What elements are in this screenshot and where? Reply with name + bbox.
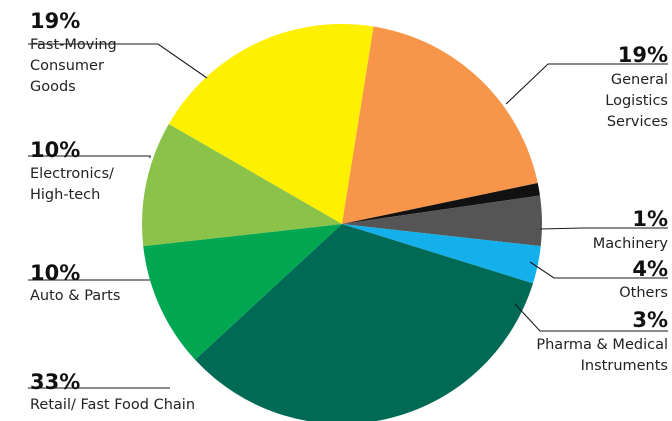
pct-label-auto: 10% — [30, 261, 80, 285]
category-label-auto-line-1: Auto & Parts — [30, 288, 120, 304]
pie-slice-retail — [195, 224, 533, 421]
category-label-others-line-1: Others — [619, 285, 668, 301]
category-label-pharma-line-2: Instruments — [581, 358, 668, 374]
leader-line-electronics — [28, 155, 151, 158]
pct-label-fmcg: 19% — [30, 9, 80, 33]
pct-label-others: 4% — [632, 257, 668, 281]
pie-slice-auto — [143, 224, 342, 360]
category-label-electronics-line-2: High-tech — [30, 187, 100, 203]
leader-line-others — [529, 261, 668, 279]
pie-slice-pharma — [342, 224, 541, 284]
pct-label-logistics: 19% — [618, 43, 668, 67]
pie-slice-electronics — [141, 124, 342, 247]
pct-label-retail: 33% — [30, 370, 80, 394]
category-label-logistics-line-3: Services — [607, 114, 668, 130]
category-label-retail-line-1: Retail/ Fast Food Chain — [30, 397, 195, 413]
leader-lines — [28, 43, 668, 389]
category-label-logistics-line-1: General — [611, 72, 668, 88]
leader-line-machinery — [539, 227, 668, 230]
slice-labels: 19% Fast-Moving Consumer Goods 19% General Log… — [30, 9, 668, 413]
leader-line-fmcg — [28, 43, 208, 79]
pie-slice-fmcg — [168, 23, 374, 225]
category-label-machinery-line-1: Machinery — [593, 236, 669, 252]
leader-line-pharma — [514, 303, 668, 332]
pie-slice-machinery — [342, 183, 540, 224]
category-label-electronics-line-1: Electronics/ — [30, 166, 114, 182]
category-label-fmcg-line-2: Consumer — [30, 58, 104, 74]
pie-slices — [141, 23, 542, 421]
pct-label-pharma: 3% — [632, 308, 668, 332]
pct-label-machinery: 1% — [632, 207, 668, 231]
category-label-fmcg-line-3: Goods — [30, 79, 76, 95]
pie-slice-others — [342, 195, 542, 247]
pie-slice-logistics — [342, 26, 538, 225]
category-label-pharma-line-1: Pharma & Medical — [536, 337, 668, 353]
pct-label-electronics: 10% — [30, 138, 80, 162]
category-label-logistics-line-2: Logistics — [605, 93, 668, 109]
category-label-fmcg-line-1: Fast-Moving — [30, 37, 117, 53]
leader-line-logistics — [505, 63, 668, 105]
